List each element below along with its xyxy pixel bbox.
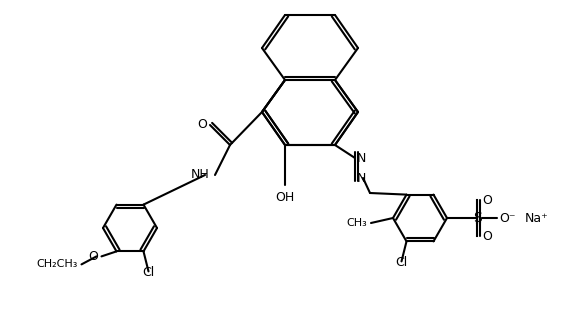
Text: Cl: Cl	[395, 256, 407, 269]
Text: CH₃: CH₃	[346, 218, 367, 228]
Text: O: O	[482, 193, 492, 207]
Text: CH₂CH₃: CH₂CH₃	[36, 259, 77, 269]
Text: O: O	[88, 250, 98, 263]
Text: Na⁺: Na⁺	[525, 212, 549, 225]
Text: N: N	[357, 172, 366, 184]
Text: O⁻: O⁻	[499, 212, 516, 225]
Text: N: N	[357, 152, 366, 164]
Text: S: S	[473, 211, 481, 225]
Text: Cl: Cl	[142, 266, 155, 279]
Text: O: O	[482, 230, 492, 242]
Text: OH: OH	[275, 191, 295, 204]
Text: NH: NH	[191, 168, 210, 182]
Text: O: O	[197, 119, 207, 131]
